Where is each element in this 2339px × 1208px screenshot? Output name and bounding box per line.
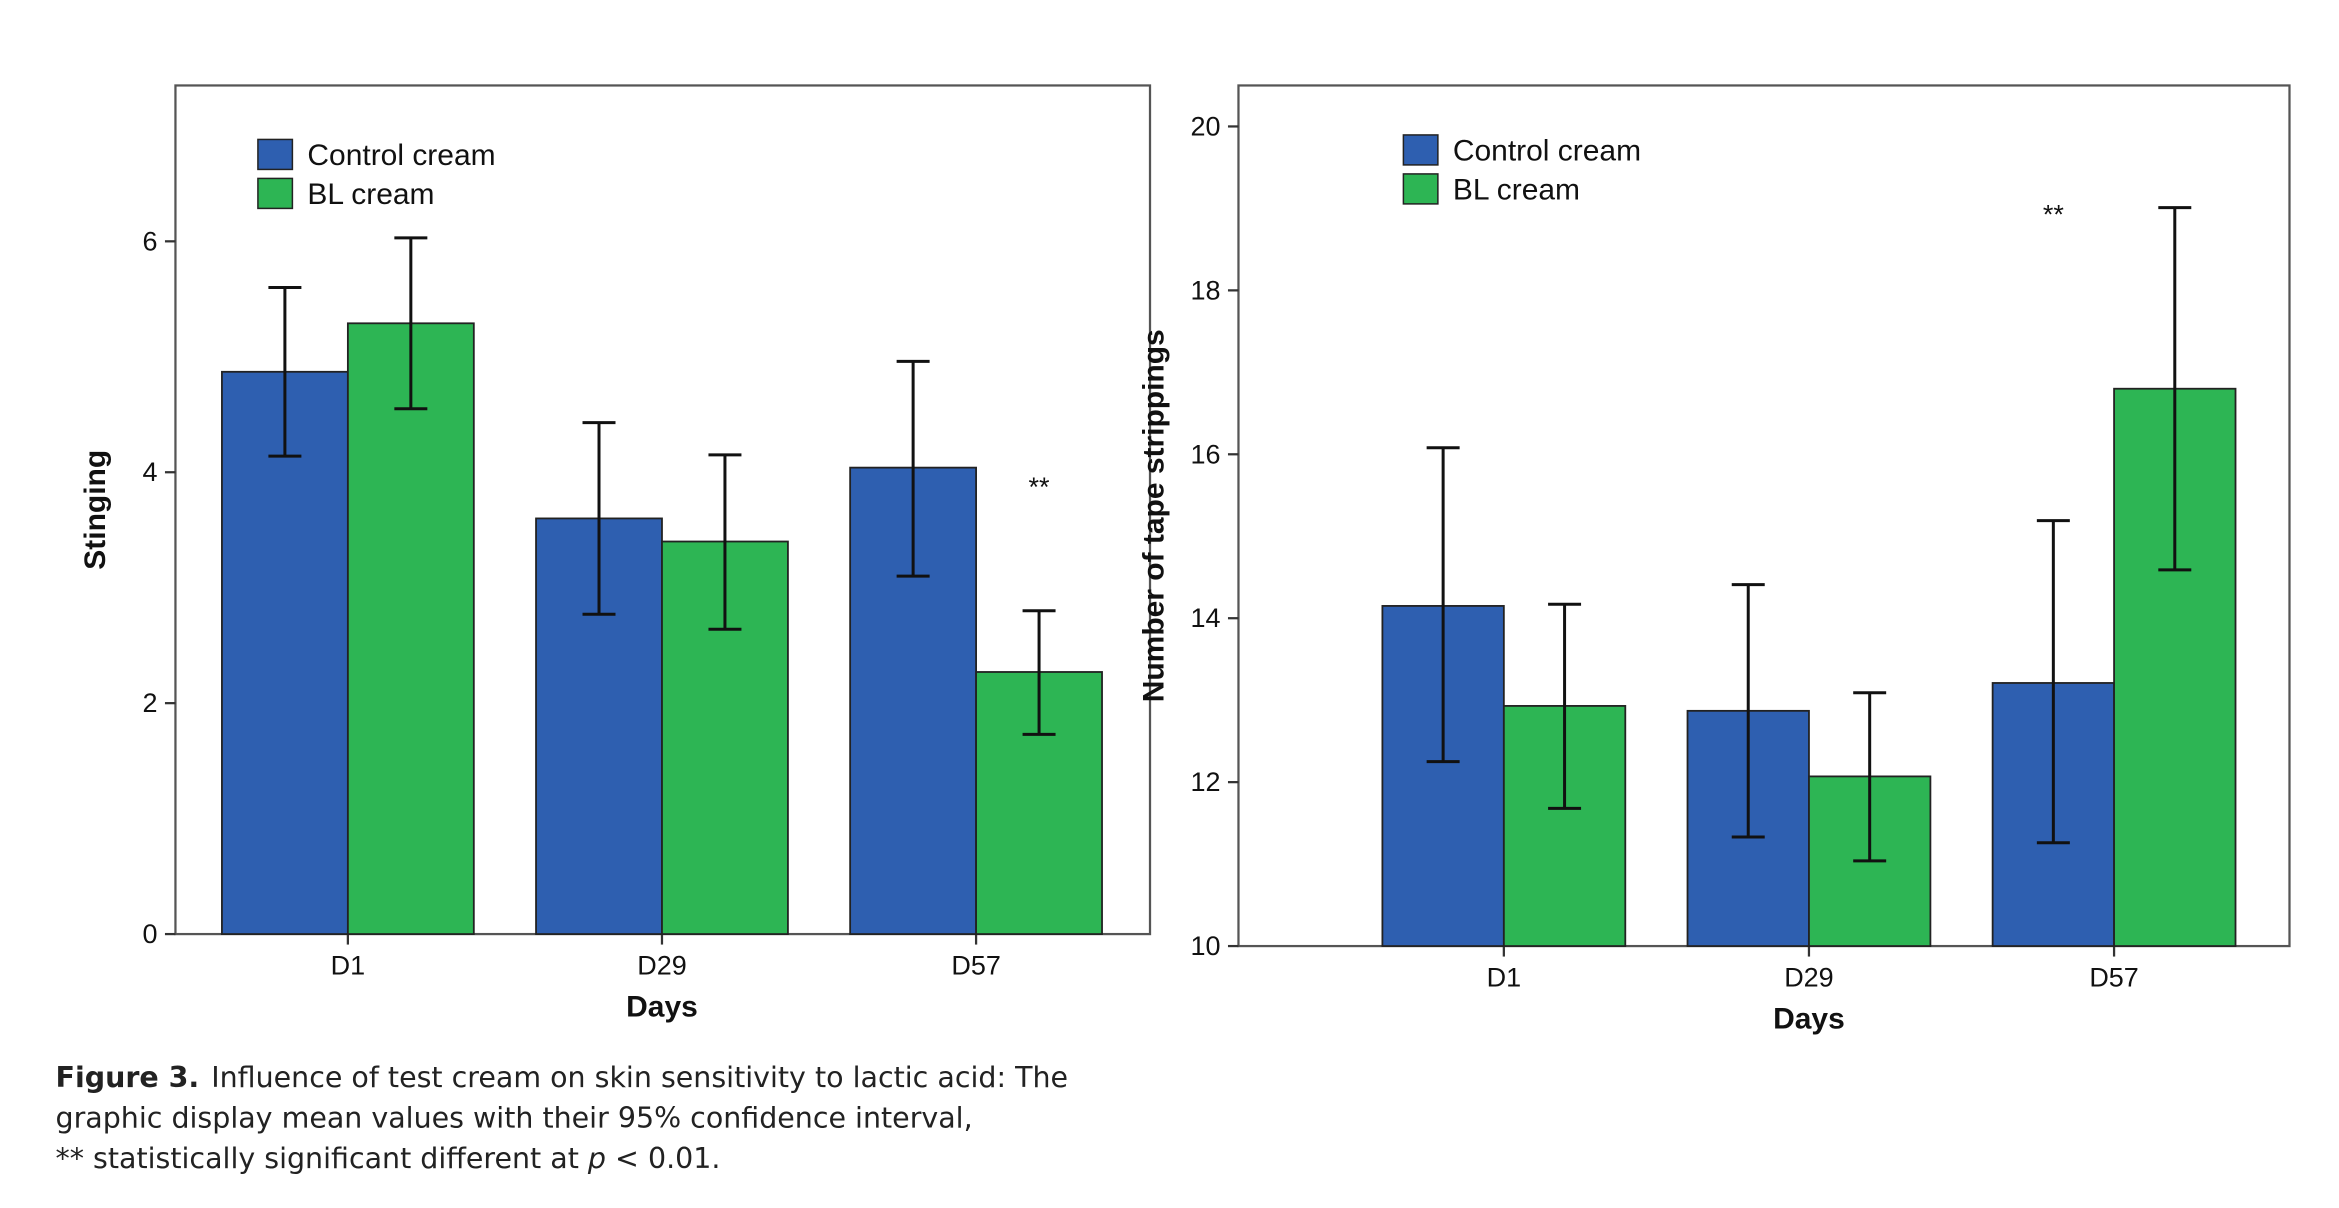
annotation: ** [2043,200,2064,230]
y-tick-label: 6 [142,226,157,256]
bar [221,370,349,935]
legend-label: Control cream [1453,134,1641,167]
legend-swatch [257,138,294,171]
y-tick-label: 0 [142,919,157,949]
x-tick-label: D29 [637,951,686,981]
caption-label: Figure 3. [56,1061,200,1094]
legend-swatch [257,177,294,210]
caption-text: ** statistically significant different a… [56,1142,588,1175]
caption-line: ** statistically significant different a… [56,1142,721,1175]
y-tick-label: 20 [1190,111,1220,141]
x-tick-label: D1 [331,951,365,981]
legend-label: BL cream [307,178,434,211]
y-tick-label: 2 [142,688,157,718]
y-tick-label: 18 [1190,275,1220,305]
x-tick-label: D29 [1784,963,1833,993]
caption-text: graphic display mean values with their 9… [56,1101,973,1134]
x-tick-label: D1 [1487,963,1521,993]
x-tick-label: D57 [2089,963,2138,993]
caption-text: Influence of test cream on skin sensitiv… [211,1061,1068,1094]
y-tick-label: 12 [1190,767,1220,797]
caption-line: Figure 3. Influence of test cream on skin… [56,1061,1069,1094]
caption-variable: p [587,1142,606,1175]
legend-label: Control cream [307,139,495,172]
y-tick-label: 4 [142,457,157,487]
bar [346,322,475,935]
y-axis-title: Stinging [79,450,112,570]
annotation: ** [1029,472,1050,502]
y-tick-label: 16 [1190,439,1220,469]
y-tick-label: 10 [1190,931,1220,961]
caption-text: < 0.01. [606,1142,720,1175]
x-axis-title: Days [1773,1003,1845,1036]
x-tick-label: D57 [951,951,1000,981]
legend-label: BL cream [1453,173,1580,206]
y-axis-title: Number of tape strippings [1138,329,1171,702]
legend-swatch [1402,173,1439,205]
x-axis-title: Days [626,991,698,1024]
legend-swatch [1402,134,1439,166]
y-tick-label: 14 [1190,603,1220,633]
